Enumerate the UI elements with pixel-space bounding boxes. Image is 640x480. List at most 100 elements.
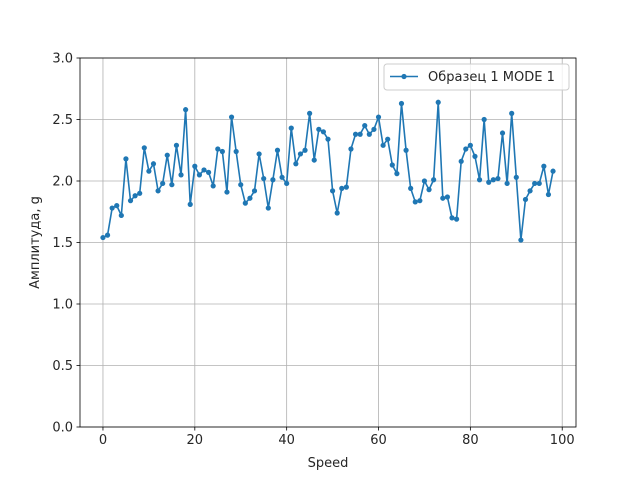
data-point [495,175,501,182]
data-point [261,175,267,182]
data-point [320,129,327,135]
data-point [215,146,221,152]
data-point [385,136,391,142]
data-point [490,177,496,183]
data-point [279,174,285,180]
plot-area [100,99,556,243]
data-point [398,100,405,107]
data-point [343,184,349,190]
data-point [150,161,157,167]
data-point [481,116,487,123]
data-point [160,180,166,187]
data-point [357,131,363,137]
data-point [362,123,368,129]
data-point [247,195,253,201]
data-point [352,131,359,137]
data-point [394,171,400,177]
data-point [444,194,451,200]
data-point [339,185,345,191]
data-point [472,153,478,159]
data-point [408,185,414,191]
data-point [311,157,317,163]
data-point [201,167,207,173]
data-point [109,205,115,211]
x-tick-label: 0 [99,433,107,448]
data-point [467,142,473,148]
data-point [192,163,198,169]
data-point [118,212,124,219]
data-point [187,201,193,207]
data-point [545,191,552,198]
data-point [173,142,180,148]
data-point [536,180,542,187]
data-point [431,177,437,183]
data-point [265,205,271,211]
x-tick-label: 60 [370,433,387,448]
data-point [504,180,510,187]
data-point [274,147,281,153]
data-point [219,148,225,155]
x-axis-label: Speed [308,456,349,471]
data-point [242,200,248,206]
data-point [297,151,304,157]
data-point [288,125,294,131]
data-point [228,114,235,120]
data-point [293,161,299,167]
data-point [100,234,106,241]
x-tick-label: 20 [187,433,204,448]
y-tick-label: 2.0 [52,175,73,190]
data-point [550,168,556,174]
data-point [307,110,313,116]
data-point [233,148,239,155]
legend: Образец 1 MODE 1 [383,63,570,91]
data-point [375,114,382,120]
data-point [513,174,519,180]
x-tick-label: 100 [550,433,575,448]
y-tick-label: 0.5 [52,359,73,374]
y-tick-label: 2.5 [52,113,73,128]
data-point [302,147,308,153]
data-point [114,203,120,209]
data-point [256,151,262,157]
data-point [169,182,175,188]
data-point [284,180,290,187]
data-point [183,107,189,113]
data-point [334,210,340,216]
data-point [417,198,423,204]
data-point [146,168,152,174]
data-point [463,146,469,152]
data-point [132,193,138,199]
data-point [426,187,432,193]
data-point [541,163,547,169]
data-point [196,172,203,178]
legend-marker-swatch [401,73,407,80]
data-point [123,156,129,162]
data-point [476,177,483,183]
data-point [453,216,460,222]
y-tick-label: 3.0 [52,52,73,67]
data-point [238,182,244,188]
x-tick-label: 80 [462,433,479,448]
data-point [224,189,230,195]
data-point [440,195,446,201]
data-point [403,147,409,153]
data-point [137,190,143,196]
data-point [164,152,170,158]
x-tick-label: 40 [278,433,295,448]
data-point [499,130,506,136]
data-point [329,188,336,194]
y-axis-label: Амплитуда, g [28,196,43,289]
y-tick-label: 1.5 [52,236,73,251]
data-point [127,198,134,204]
data-point [205,169,212,175]
data-point [458,158,464,164]
data-point [270,177,276,183]
data-point [527,188,533,194]
data-point [412,199,418,205]
data-point [380,142,386,148]
data-point [325,136,331,142]
data-point [210,183,216,189]
legend-box [383,63,570,91]
data-point [141,145,147,151]
